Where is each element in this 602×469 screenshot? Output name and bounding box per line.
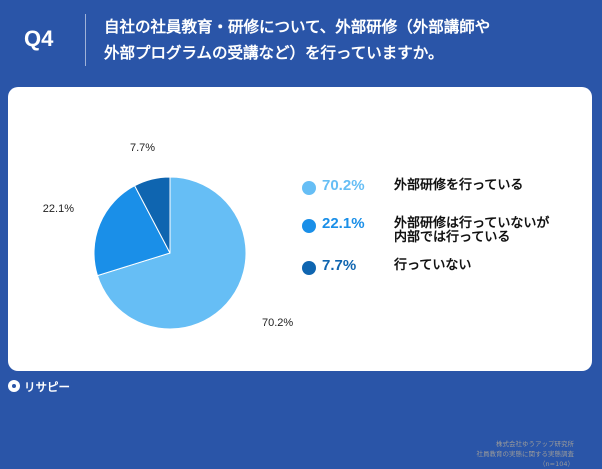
- pie-slice: [93, 185, 171, 277]
- legend-value: 70.2%: [322, 177, 365, 194]
- pie-slices: [93, 176, 247, 330]
- question-text: 自社の社員教育・研修について、外部研修（外部講師や 外部プログラムの受講など）を…: [104, 18, 491, 62]
- brand-badge: リサピー: [0, 372, 72, 401]
- legend-item: 70.2% 外部研修を行っている: [302, 172, 572, 206]
- legend-swatch: [302, 219, 316, 233]
- chart-panel: 70.2% 22.1% 7.7% 株式会社ゆうアップ研究所 社員教育の実態に関する実…: [8, 87, 592, 468]
- brand-name: リサピー: [24, 380, 70, 394]
- header: Q4 自社の社員教育・研修について、外部研修（外部講師や 外部プログラムの受講な…: [0, 0, 602, 80]
- legend-swatch: [302, 261, 316, 275]
- legend-value: 7.7%: [322, 257, 357, 274]
- slice-label: 70.2%: [262, 317, 293, 329]
- pie-slice: [96, 176, 247, 330]
- source-note: 株式会社ゆうアップ研究所 社員教育の実態に関する実態調査 （n=104）: [476, 440, 575, 468]
- legend-item: 22.1% 外部研修は行っていないが 内部では行っている: [302, 210, 572, 245]
- legend-swatch: [302, 181, 316, 195]
- header-divider: [85, 14, 86, 66]
- pie-slice: [133, 176, 171, 254]
- legend-label: 行っていない: [394, 258, 472, 273]
- pie-labels: 70.2% 22.1% 7.7%: [43, 142, 294, 329]
- risapy-logo-icon: [8, 380, 20, 392]
- question-number: Q4: [24, 26, 54, 51]
- legend-value: 22.1%: [322, 215, 365, 232]
- legend-label: 外部研修を行っている: [394, 178, 524, 193]
- pie-chart: 70.2% 22.1% 7.7%: [43, 142, 294, 330]
- slice-label: 22.1%: [43, 203, 74, 215]
- legend-label: 外部研修は行っていないが 内部では行っている: [394, 216, 550, 245]
- slice-label: 7.7%: [130, 142, 155, 154]
- legend-item: 7.7% 行っていない: [302, 252, 572, 286]
